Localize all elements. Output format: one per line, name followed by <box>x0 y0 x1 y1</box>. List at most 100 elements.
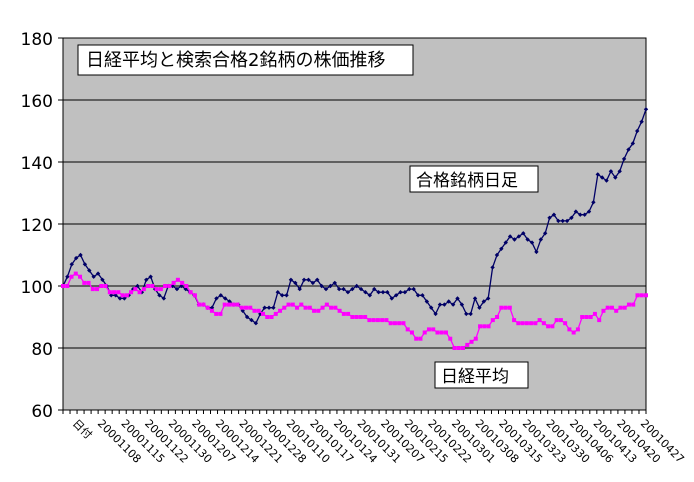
data-point <box>346 311 351 316</box>
data-point <box>354 283 359 289</box>
data-point <box>163 284 168 288</box>
data-point <box>184 284 189 288</box>
data-point <box>295 305 300 310</box>
data-point <box>613 175 618 180</box>
data-point <box>273 311 278 316</box>
data-point <box>643 107 649 112</box>
data-point <box>354 315 359 319</box>
title-box <box>77 44 414 76</box>
data-point <box>617 169 622 174</box>
data-point <box>306 277 311 282</box>
data-point <box>547 215 552 220</box>
plot-border <box>62 37 647 411</box>
data-point <box>443 330 448 335</box>
data-point <box>478 324 483 329</box>
data-point <box>529 240 535 245</box>
data-point <box>411 286 416 292</box>
data-point <box>341 311 346 316</box>
data-point <box>472 296 478 301</box>
data-point <box>218 293 224 298</box>
y-tick-label: 180 <box>21 30 53 50</box>
y-tick-label: 100 <box>21 278 53 298</box>
data-point <box>262 305 267 310</box>
data-point <box>546 324 551 329</box>
data-point <box>490 265 495 270</box>
data-point <box>605 305 610 310</box>
data-point <box>495 315 500 319</box>
data-point <box>278 308 283 313</box>
data-point <box>452 346 457 350</box>
data-point <box>117 296 123 301</box>
data-point <box>301 277 307 282</box>
data-point <box>288 277 294 282</box>
data-point <box>358 315 363 319</box>
data-point <box>586 209 592 214</box>
data-point <box>485 296 491 301</box>
data-point <box>87 268 92 273</box>
data-point <box>499 246 504 251</box>
data-point <box>534 249 539 255</box>
data-point <box>538 237 543 242</box>
data-point <box>261 311 266 316</box>
data-point <box>392 321 397 326</box>
data-point <box>293 280 298 286</box>
data-point <box>524 321 529 326</box>
data-point <box>358 286 364 292</box>
data-point <box>401 321 406 326</box>
data-point <box>371 318 376 323</box>
data-point <box>286 302 291 307</box>
data-point <box>433 311 438 317</box>
data-point <box>465 342 470 347</box>
data-point <box>461 346 466 350</box>
data-point <box>418 336 423 341</box>
data-point <box>388 321 393 326</box>
data-point <box>265 315 270 319</box>
data-point <box>205 305 210 310</box>
data-point <box>218 311 223 316</box>
data-point <box>639 119 644 124</box>
data-point <box>384 318 389 323</box>
chart-title: 日経平均と検索合格2銘柄の株価推移 <box>86 50 385 71</box>
data-point <box>282 305 287 310</box>
data-point <box>525 237 530 242</box>
data-point <box>537 318 542 323</box>
data-point <box>380 318 385 323</box>
data-point <box>558 318 563 323</box>
data-point <box>315 277 320 282</box>
data-point <box>398 290 403 295</box>
data-point <box>201 302 206 307</box>
series-1-label: 合格銘柄日足 <box>416 171 518 191</box>
data-point <box>69 262 74 267</box>
data-point <box>279 293 285 298</box>
data-point <box>222 296 228 301</box>
data-point <box>171 280 176 285</box>
data-point <box>520 321 525 326</box>
data-point <box>571 330 576 335</box>
data-point <box>231 302 236 307</box>
data-point <box>69 274 74 279</box>
data-point <box>103 284 108 288</box>
data-point <box>486 324 491 329</box>
data-point <box>582 212 587 217</box>
data-point <box>631 302 636 307</box>
data-point <box>78 274 83 279</box>
data-point <box>494 252 500 258</box>
data-point <box>469 339 474 344</box>
data-point <box>597 318 602 323</box>
data-point <box>512 318 517 323</box>
data-point <box>481 299 487 304</box>
data-point <box>363 315 368 319</box>
data-point <box>584 315 589 319</box>
data-point <box>284 293 289 298</box>
data-point <box>61 284 65 288</box>
data-point <box>73 255 79 261</box>
data-point <box>459 302 465 307</box>
data-point <box>455 296 460 301</box>
data-point <box>157 293 162 298</box>
data-point <box>575 327 580 332</box>
series-2-label: 日経平均 <box>441 367 509 387</box>
data-point <box>595 172 600 177</box>
data-point <box>290 302 295 307</box>
data-point <box>448 336 453 341</box>
data-point <box>473 336 478 341</box>
